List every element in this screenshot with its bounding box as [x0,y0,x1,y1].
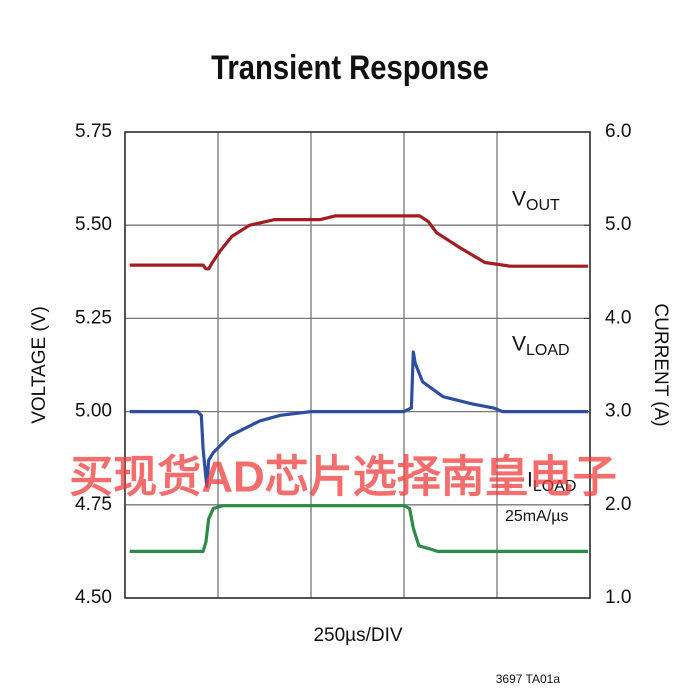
y2-tick-label: 3.0 [605,401,631,422]
data-line [129,504,589,553]
y-tick-label: 4.50 [75,587,112,608]
slew-annotation: 25mA/µs [505,508,568,525]
y2-tick-label: 6.0 [605,121,631,142]
y-tick-label: 4.75 [75,494,112,515]
y2-axis-label: CURRENT (A) [650,303,671,426]
data-line [129,350,589,488]
y-tick-label: 5.25 [75,307,112,328]
plot-frame [124,131,591,599]
chart-title: Transient Response [211,48,489,87]
watermark: 买现货AD芯片选择南皇电子 [69,453,617,502]
y-tick-label: 5.50 [75,214,112,235]
figure-code: 3697 TA01a [496,672,561,686]
series-label: VOUT [512,188,560,215]
data-line [129,214,589,271]
y-tick-label: 5.75 [75,121,112,142]
y-tick-label: 5.00 [75,401,112,422]
x-axis-label: 250µs/DIV [313,625,402,646]
y2-tick-label: 2.0 [605,494,631,515]
y2-tick-label: 1.0 [605,587,631,608]
series-label: VLOAD [512,333,570,360]
y-axis-label: VOLTAGE (V) [29,306,50,424]
y2-tick-label: 5.0 [605,214,631,235]
y2-tick-label: 4.0 [605,307,631,328]
